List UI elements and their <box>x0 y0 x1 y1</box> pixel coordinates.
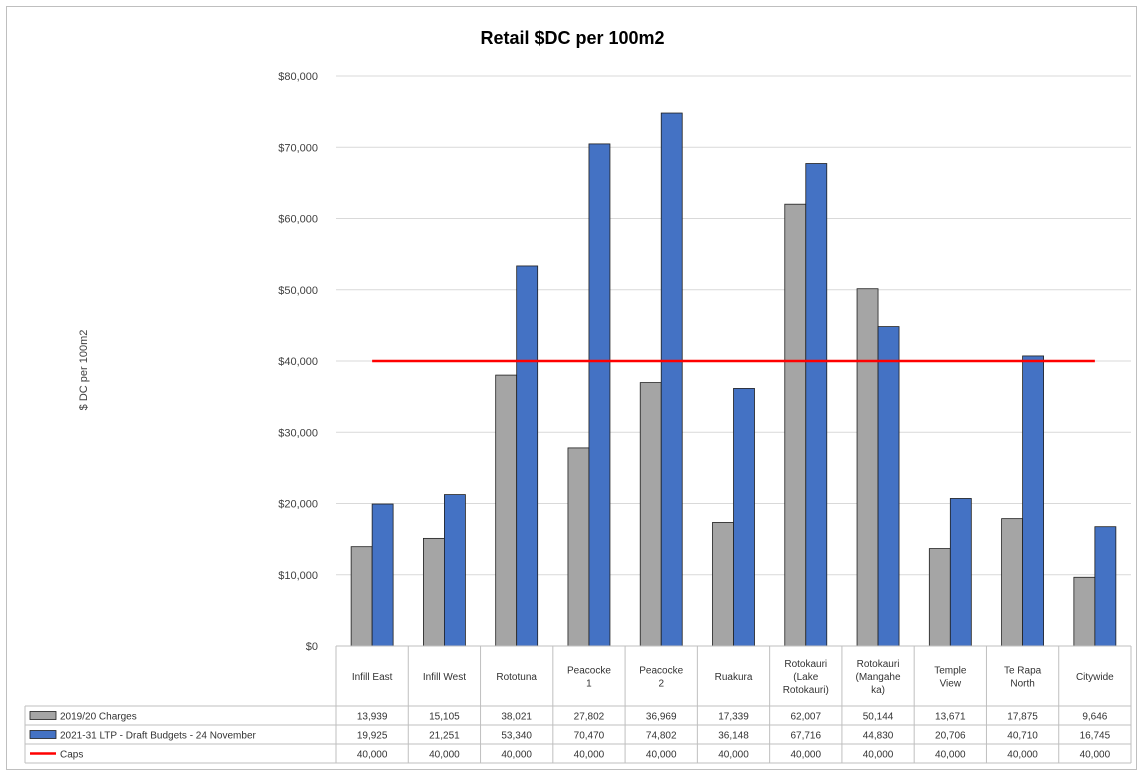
data-label: 40,000 <box>863 750 894 761</box>
bar <box>371 503 394 647</box>
x-tick-label: Citywide <box>1076 672 1114 683</box>
x-tick-label: Rotokauri) <box>783 685 829 696</box>
data-label: 27,802 <box>574 712 605 723</box>
data-label: 40,000 <box>1080 750 1111 761</box>
data-label: 40,000 <box>790 750 821 761</box>
bar <box>712 522 734 647</box>
data-label: 40,000 <box>501 750 532 761</box>
data-label: 40,000 <box>429 750 460 761</box>
x-tick-label: Temple <box>934 666 967 677</box>
bar <box>588 143 611 647</box>
bar <box>660 112 683 647</box>
data-label: 20,706 <box>935 731 966 742</box>
legend-label: Caps <box>60 750 83 761</box>
data-label: 40,000 <box>574 750 605 761</box>
bar <box>350 546 373 647</box>
bar <box>1094 526 1117 647</box>
data-label: 38,021 <box>501 712 532 723</box>
data-label: 40,000 <box>357 750 388 761</box>
data-label: 40,000 <box>1007 750 1038 761</box>
x-tick-label: Rototuna <box>496 672 537 683</box>
y-tick-label: $10,000 <box>278 570 318 582</box>
data-label: 40,710 <box>1007 731 1038 742</box>
data-label: 44,830 <box>863 731 894 742</box>
bar <box>423 537 445 647</box>
y-tick-label: $30,000 <box>278 427 318 439</box>
data-label: 17,875 <box>1007 712 1038 723</box>
bar <box>567 447 590 647</box>
y-tick-label: $50,000 <box>278 285 318 297</box>
y-tick-label: $40,000 <box>278 356 318 368</box>
data-label: 62,007 <box>790 712 821 723</box>
data-label: 67,716 <box>790 731 821 742</box>
x-tick-label: Ruakura <box>715 672 753 683</box>
x-tick-label: Infill West <box>423 672 466 683</box>
data-label: 40,000 <box>646 750 677 761</box>
data-label: 74,802 <box>646 731 677 742</box>
x-tick-label: (Lake <box>793 672 818 683</box>
data-label: 13,939 <box>357 712 388 723</box>
data-label: 13,671 <box>935 712 966 723</box>
bar <box>444 494 466 647</box>
bar <box>1073 576 1096 647</box>
data-label: 70,470 <box>574 731 605 742</box>
data-label: 9,646 <box>1082 712 1107 723</box>
bar <box>877 326 900 647</box>
y-tick-label: $60,000 <box>278 214 318 226</box>
bar <box>495 374 518 647</box>
x-tick-label: 1 <box>586 679 592 690</box>
legend-key <box>29 711 57 720</box>
x-tick-label: (Mangahe <box>856 672 901 683</box>
x-tick-label: Infill East <box>352 672 393 683</box>
legend-key <box>29 730 57 739</box>
y-tick-label: $80,000 <box>278 71 318 83</box>
chart-title: Retail $DC per 100m2 <box>480 28 665 48</box>
legend-label: 2019/20 Charges <box>60 712 137 723</box>
bar <box>1001 518 1023 647</box>
bar <box>928 548 951 647</box>
data-label: 40,000 <box>718 750 749 761</box>
data-label: 53,340 <box>501 731 532 742</box>
legend-label: 2021-31 LTP - Draft Budgets - 24 Novembe… <box>60 731 257 742</box>
y-tick-label: $0 <box>306 641 318 653</box>
bar <box>1022 355 1044 647</box>
bar <box>784 203 807 647</box>
bar <box>949 498 972 647</box>
data-label: 21,251 <box>429 731 460 742</box>
x-tick-label: Rotokauri <box>784 659 827 670</box>
bar <box>805 163 828 647</box>
x-tick-label: View <box>940 679 962 690</box>
bar <box>516 265 539 647</box>
data-label: 16,745 <box>1080 731 1111 742</box>
bar <box>639 382 662 647</box>
data-label: 36,969 <box>646 712 677 723</box>
x-tick-label: Te Rapa <box>1004 666 1042 677</box>
y-tick-label: $70,000 <box>278 142 318 154</box>
data-label: 36,148 <box>718 731 749 742</box>
data-label: 50,144 <box>863 712 894 723</box>
x-tick-label: Rotokauri <box>857 659 900 670</box>
data-label: 40,000 <box>935 750 966 761</box>
bar <box>856 288 879 647</box>
x-tick-label: 2 <box>658 679 664 690</box>
data-label: 17,339 <box>718 712 749 723</box>
x-tick-label: Peacocke <box>639 666 683 677</box>
x-tick-label: ka) <box>871 685 885 696</box>
bar <box>733 388 755 647</box>
data-label: 19,925 <box>357 731 388 742</box>
x-tick-label: Peacocke <box>567 666 611 677</box>
data-label: 15,105 <box>429 712 460 723</box>
x-tick-label: North <box>1010 679 1034 690</box>
y-tick-label: $20,000 <box>278 499 318 511</box>
